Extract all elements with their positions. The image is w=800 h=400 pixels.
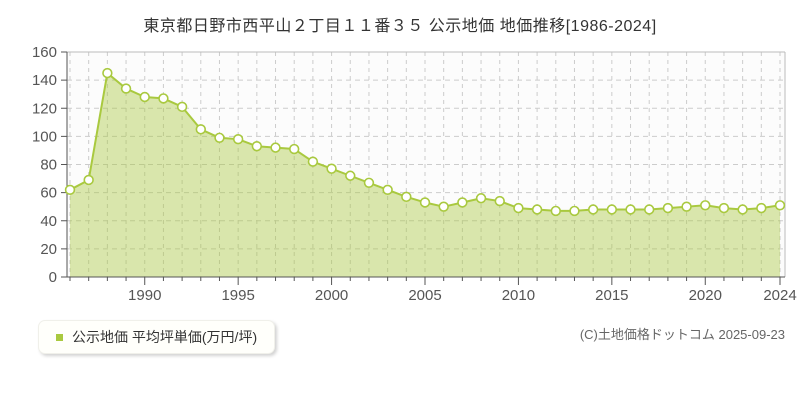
data-point [401,191,412,203]
data-point [531,204,543,215]
x-tick-label: 2010 [502,287,535,304]
legend: 公示地価 平均坪単価(万円/坪) [38,320,276,354]
land-price-area-chart: 0 20 40 60 80 100 120 140 160 1990 1995 2000 2005 201… [32,44,797,304]
data-point [587,204,599,215]
data-point [438,201,449,212]
data-point [326,163,337,174]
y-tick-label: 100 [32,128,57,145]
data-point [307,156,319,167]
legend-label: 公示地価 平均坪単価(万円/坪) [72,329,258,345]
x-tick-label: 2020 [689,287,722,304]
data-point [214,132,225,143]
data-point [457,197,468,208]
data-point [550,205,561,217]
data-point [662,202,674,214]
data-point [139,91,150,103]
y-tick-label: 60 [40,185,57,202]
y-tick-label: 0 [49,269,57,286]
data-point [718,202,730,214]
x-tick-label: 2024 [763,287,796,304]
x-tick-label: 2015 [595,287,628,304]
data-point [195,124,206,135]
data-point [569,205,580,217]
data-point [644,204,655,215]
data-point [120,83,132,94]
x-tick-label: 1990 [128,287,161,304]
x-tick-label: 1995 [221,287,254,304]
data-point [382,184,393,196]
y-tick-label: 20 [40,241,57,258]
data-point [774,200,786,211]
page-title: 東京都日野市西平山２丁目１１番３５ 公示地価 地価推移[1986-2024] [143,18,657,35]
y-tick-label: 120 [32,100,57,117]
y-tick-label: 80 [40,157,57,174]
data-point [83,174,94,186]
data-point [756,202,767,214]
data-point [419,197,431,208]
y-tick-label: 160 [32,44,57,61]
data-point [158,93,169,104]
data-point [289,143,300,155]
area-fill [70,73,780,277]
data-point [176,101,188,113]
data-point [270,142,281,153]
data-point [494,195,505,207]
legend-marker-icon [56,333,63,341]
data-point [64,184,76,196]
data-point [700,200,711,211]
data-point [251,141,263,152]
data-point [513,202,524,214]
data-point [345,170,356,181]
data-point [625,204,636,215]
data-point [737,204,748,215]
y-tick-label: 140 [32,72,57,89]
data-point [681,201,692,212]
x-tick-label: 2005 [408,287,441,304]
copyright-text: (C)土地価格ドットコム 2025-09-23 [579,327,785,342]
data-point [102,67,113,79]
y-tick-label: 40 [40,213,57,230]
data-point [475,193,487,204]
data-point [606,204,618,215]
data-point [232,133,244,145]
x-tick-label: 2000 [315,287,348,304]
data-point [363,177,375,188]
